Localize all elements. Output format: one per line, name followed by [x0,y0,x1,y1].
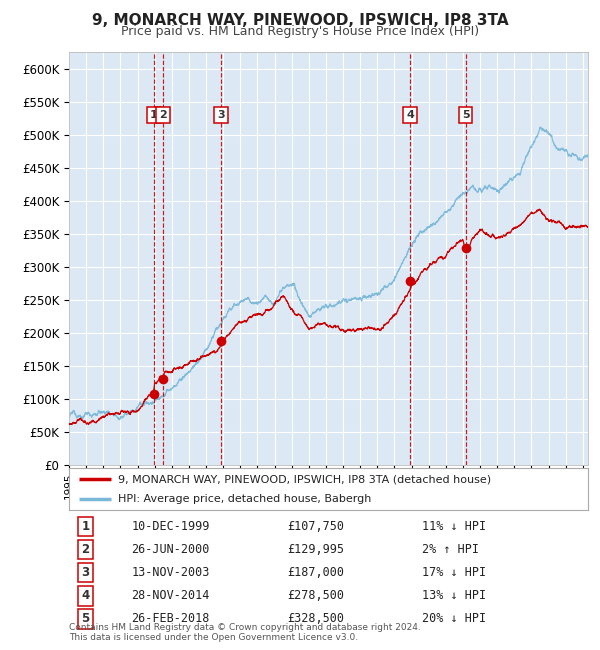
Text: 26-JUN-2000: 26-JUN-2000 [131,543,209,556]
Text: 5: 5 [462,110,469,120]
Text: 26-FEB-2018: 26-FEB-2018 [131,612,209,625]
Text: 17% ↓ HPI: 17% ↓ HPI [422,566,486,579]
Text: 3: 3 [82,566,89,579]
Text: 11% ↓ HPI: 11% ↓ HPI [422,520,486,533]
Text: 1: 1 [150,110,157,120]
Text: £278,500: £278,500 [287,590,344,603]
Text: £129,995: £129,995 [287,543,344,556]
Text: 13% ↓ HPI: 13% ↓ HPI [422,590,486,603]
Text: 4: 4 [82,590,90,603]
Text: 20% ↓ HPI: 20% ↓ HPI [422,612,486,625]
Text: Price paid vs. HM Land Registry's House Price Index (HPI): Price paid vs. HM Land Registry's House … [121,25,479,38]
Text: 5: 5 [82,612,90,625]
Text: 2: 2 [82,543,89,556]
Text: £107,750: £107,750 [287,520,344,533]
Text: 4: 4 [406,110,414,120]
Text: £187,000: £187,000 [287,566,344,579]
Text: 9, MONARCH WAY, PINEWOOD, IPSWICH, IP8 3TA: 9, MONARCH WAY, PINEWOOD, IPSWICH, IP8 3… [92,13,508,28]
Text: 1: 1 [82,520,89,533]
Text: £328,500: £328,500 [287,612,344,625]
Text: Contains HM Land Registry data © Crown copyright and database right 2024.
This d: Contains HM Land Registry data © Crown c… [69,623,421,642]
Text: 13-NOV-2003: 13-NOV-2003 [131,566,209,579]
Text: 3: 3 [217,110,225,120]
Text: 28-NOV-2014: 28-NOV-2014 [131,590,209,603]
Text: 10-DEC-1999: 10-DEC-1999 [131,520,209,533]
Text: 2% ↑ HPI: 2% ↑ HPI [422,543,479,556]
Text: HPI: Average price, detached house, Babergh: HPI: Average price, detached house, Babe… [118,494,371,504]
Text: 9, MONARCH WAY, PINEWOOD, IPSWICH, IP8 3TA (detached house): 9, MONARCH WAY, PINEWOOD, IPSWICH, IP8 3… [118,474,491,484]
Text: 2: 2 [159,110,167,120]
